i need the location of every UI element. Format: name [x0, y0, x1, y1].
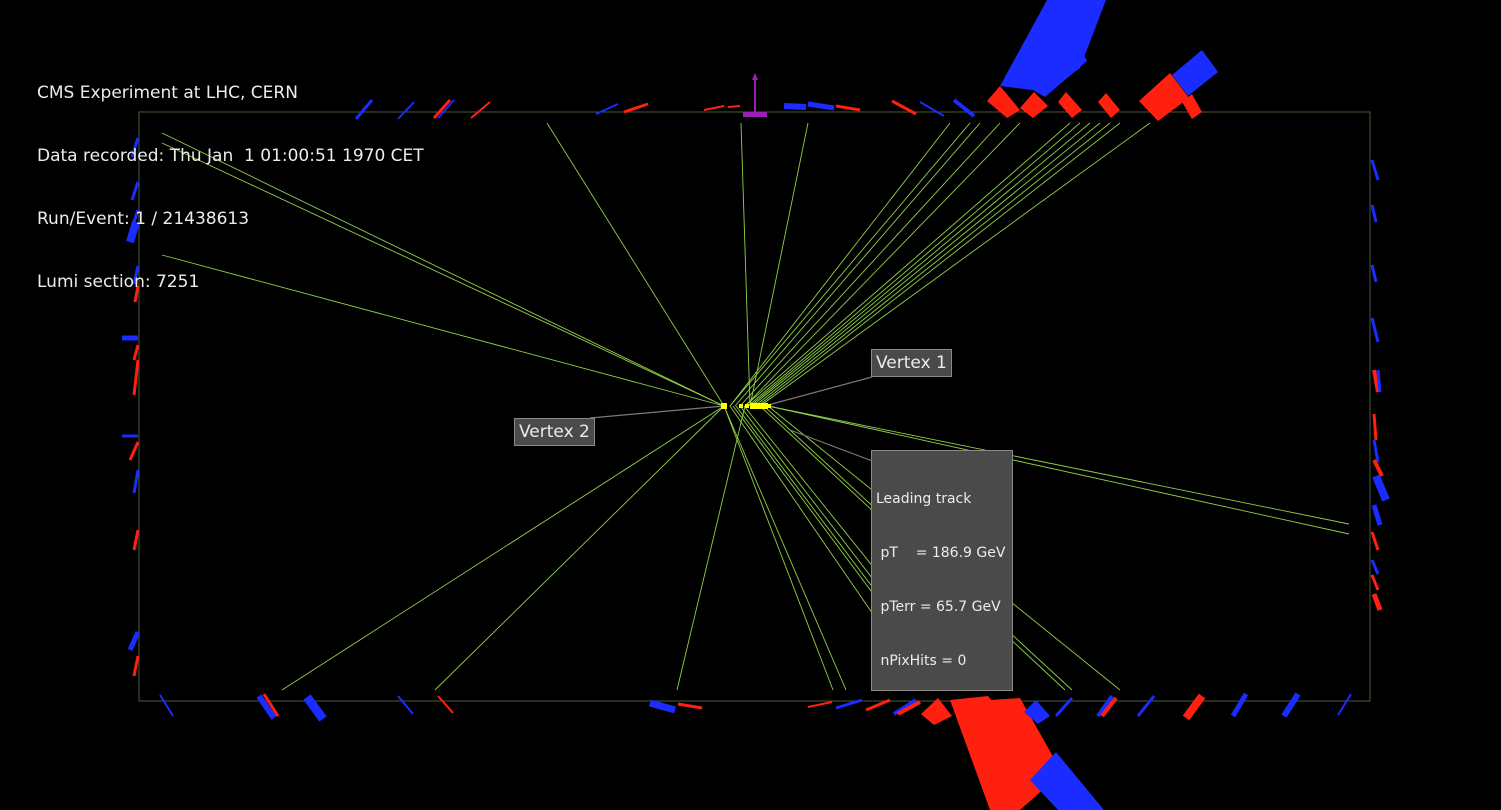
track [434, 405, 725, 691]
tracks [161, 122, 1350, 691]
track [546, 122, 725, 407]
lumi-section-text: Lumi section: 7251 [37, 272, 200, 292]
track [739, 122, 1001, 407]
track [767, 405, 1350, 525]
leading-track-info-box: Leading track pT = 186.9 GeV pTerr = 65.… [871, 450, 1013, 691]
track [740, 122, 751, 407]
track [729, 122, 951, 407]
track [747, 122, 1081, 407]
track [749, 122, 1091, 407]
track [676, 405, 746, 691]
track [749, 122, 809, 407]
track [723, 405, 834, 691]
track [757, 122, 1121, 407]
experiment-title: CMS Experiment at LHC, CERN [37, 83, 298, 103]
calo-hits-right [1370, 159, 1390, 611]
axis-indicator [743, 73, 767, 117]
track [759, 122, 1151, 407]
vertex-marker [739, 404, 743, 408]
calo-hits-top [354, 98, 976, 120]
track [751, 122, 1101, 407]
track [161, 254, 725, 407]
run-event-text: Run/Event: 1 / 21438613 [37, 209, 250, 229]
track [729, 122, 971, 407]
track [744, 122, 1021, 407]
track [767, 405, 1350, 535]
leading-track-pt: pT = 186.9 GeV [876, 545, 1006, 561]
track [744, 122, 1071, 407]
track [281, 405, 725, 691]
vertex-2-label: Vertex 2 [514, 418, 595, 446]
track [723, 405, 847, 691]
vertex-1-label: Vertex 1 [871, 349, 952, 377]
vertex-1-marker [750, 403, 768, 409]
calo-hits-left [122, 137, 141, 677]
track [734, 122, 981, 407]
leading-track-npixhits: nPixHits = 0 [876, 653, 967, 669]
event-info-header: CMS Experiment at LHC, CERN Data recorde… [37, 41, 424, 314]
vertices [721, 403, 771, 409]
label-leaders [589, 376, 876, 463]
leading-track-title: Leading track [876, 491, 972, 507]
vertex-2-marker [721, 403, 727, 409]
vertex-marker [745, 404, 749, 408]
vertex-marker [767, 404, 771, 408]
data-recorded-text: Data recorded: Thu Jan 1 01:00:51 1970 C… [37, 146, 424, 166]
energy-towers-upper-right [987, 0, 1218, 121]
track [161, 132, 725, 407]
calo-hits-bottom [159, 692, 1352, 722]
leading-track-pterr: pTerr = 65.7 GeV [876, 599, 1001, 615]
track [754, 122, 1111, 407]
track [161, 142, 725, 407]
energy-towers-lower [921, 696, 1104, 810]
